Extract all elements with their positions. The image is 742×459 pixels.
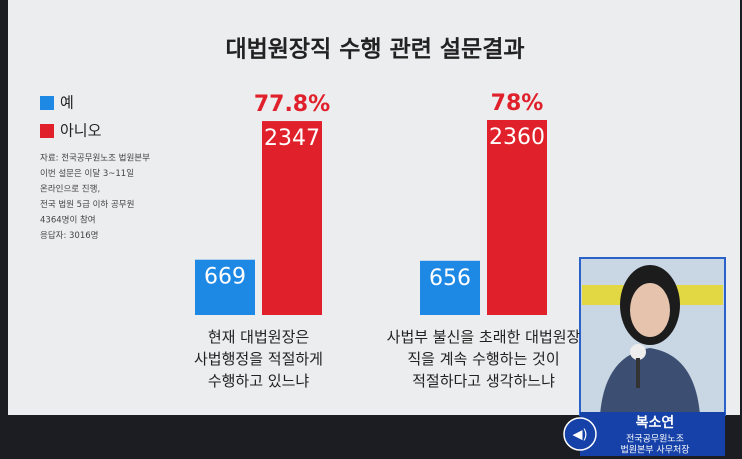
source-note: 응답자: 3016명 xyxy=(40,230,98,241)
value-label: 656 xyxy=(429,266,471,291)
speaker-name: 복소연 xyxy=(636,415,675,431)
speaker-role: 전국공무원노조 xyxy=(626,434,684,445)
legend-label: 예 xyxy=(60,94,74,112)
speaker-inset xyxy=(579,257,726,416)
audio-glyph: ◀) xyxy=(572,428,587,443)
chart-title: 대법원장직 수행 관련 설문결과 xyxy=(225,37,524,63)
source-note: 온라인으로 진행, xyxy=(40,184,100,195)
legend-label: 아니오 xyxy=(60,122,102,140)
value-label: 2347 xyxy=(264,126,320,151)
percent-label: 77.8% xyxy=(254,92,330,117)
audio-icon xyxy=(563,417,597,451)
bar xyxy=(195,259,255,315)
bar xyxy=(262,121,322,315)
percent-label: 78% xyxy=(491,91,544,116)
category-label: 사법부 불신을 초래한 대법원장 직을 계속 수행하는 것이 적절하다고 생각하… xyxy=(386,328,581,390)
bar xyxy=(420,260,480,315)
caption-bar xyxy=(580,412,725,456)
value-label: 2360 xyxy=(489,125,545,150)
bar xyxy=(487,120,547,315)
legend-swatch xyxy=(40,124,54,138)
source-note: 전국 법원 5급 이하 공무원 xyxy=(40,199,134,210)
legend-swatch xyxy=(40,96,54,110)
source-note: 이번 설문은 이달 3~11일 xyxy=(40,168,134,179)
source-note: 4364명이 참여 xyxy=(40,215,96,226)
category-label: 현재 대법원장은 사법행정을 적절하게 수행하고 있느냐 xyxy=(194,328,323,390)
value-label: 669 xyxy=(204,265,246,290)
source-note: 자료: 전국공무원노조 법원본부 xyxy=(40,153,150,164)
speaker-role: 법원본부 사무처장 xyxy=(620,444,689,456)
